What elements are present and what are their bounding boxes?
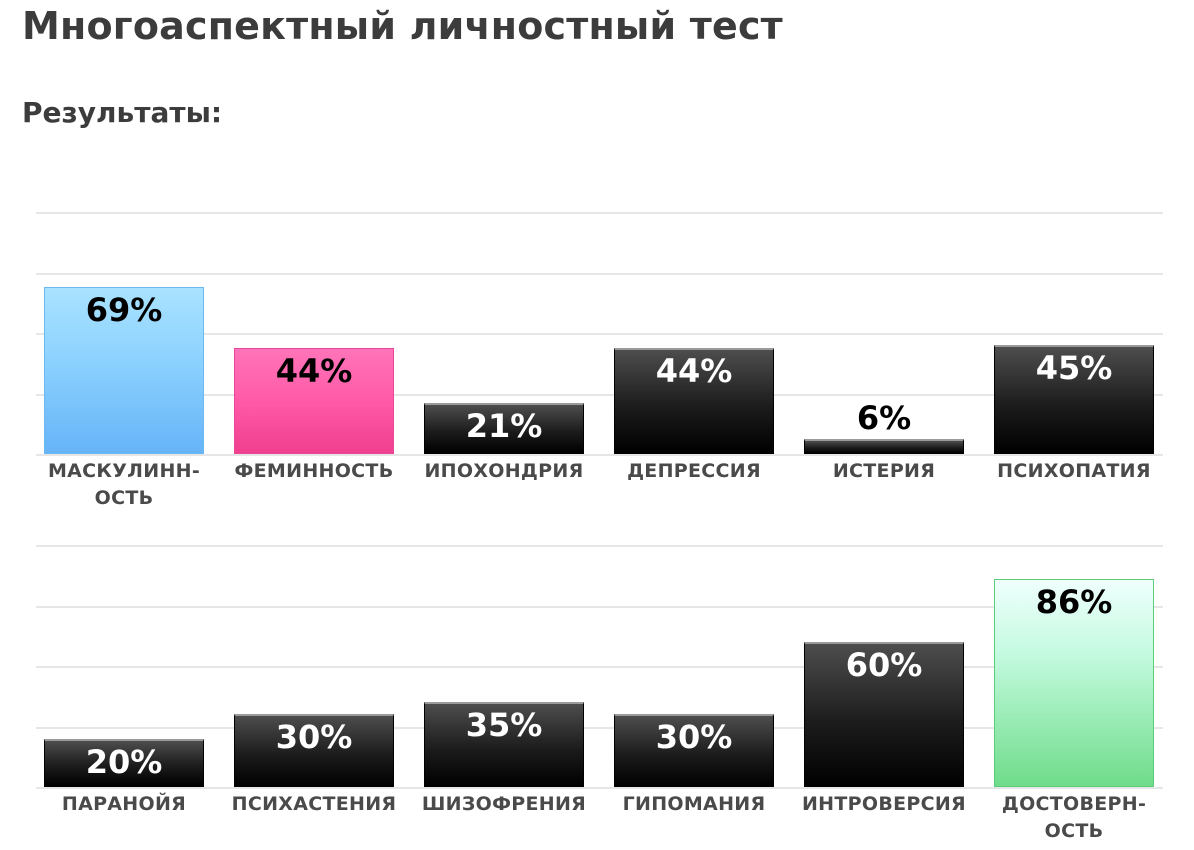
chart-bar xyxy=(614,347,774,454)
category-label: ДЕПРЕССИЯ xyxy=(627,460,761,482)
category-label: ИНТРОВЕРСИЯ xyxy=(801,793,966,815)
bar-value-label: 35% xyxy=(465,706,543,745)
results-chart-top: 69% МАСКУЛИНН- ОСТЬ 44% ФЕМИННОСТЬ 21% ИПОХОНД… xyxy=(36,212,1163,509)
gridline xyxy=(36,545,1163,547)
category-label: ФЕМИННОСТЬ xyxy=(234,460,394,482)
bar-value-label: 6% xyxy=(856,399,912,438)
page-title: Многоаспектный личностный тест xyxy=(22,4,783,48)
bar-value-label: 20% xyxy=(85,742,163,781)
bar-value-label: 30% xyxy=(275,718,353,757)
results-heading: Результаты: xyxy=(22,96,223,129)
gridline xyxy=(36,726,1163,729)
chart-bar xyxy=(234,714,394,787)
chart-bar xyxy=(44,738,204,787)
chart-bar xyxy=(424,702,584,787)
gridline xyxy=(36,393,1163,396)
bar-value-label: 69% xyxy=(85,291,163,330)
chart-bar xyxy=(804,641,964,787)
bar-value-label: 86% xyxy=(1035,582,1113,621)
chart-bar xyxy=(614,714,774,787)
chart-bar xyxy=(804,439,964,454)
category-label: ДОСТОВЕРН- ОСТЬ xyxy=(1001,793,1147,842)
category-label: ИПОХОНДРИЯ xyxy=(424,460,584,482)
chart-bar xyxy=(424,403,584,454)
bar-value-label: 45% xyxy=(1035,349,1113,388)
chart-bar xyxy=(234,347,394,454)
gridline xyxy=(36,212,1163,214)
chart-bar xyxy=(994,578,1154,787)
gridline xyxy=(36,787,1163,789)
gridline xyxy=(36,605,1163,608)
bar-value-label: 30% xyxy=(655,718,733,757)
category-label: ПСИХАСТЕНИЯ xyxy=(231,793,397,815)
bar-value-label: 21% xyxy=(465,407,543,446)
bar-value-label: 44% xyxy=(655,351,733,390)
bar-value-label: 60% xyxy=(845,645,923,684)
category-label: ПАРАНОЙЯ xyxy=(61,793,187,815)
category-label: МАСКУЛИНН- ОСТЬ xyxy=(47,460,201,509)
category-label: ПСИХОПАТИЯ xyxy=(997,460,1151,482)
category-label: ШИЗОФРЕНИЯ xyxy=(421,793,587,815)
category-label: ИСТЕРИЯ xyxy=(832,460,936,482)
gridline xyxy=(36,272,1163,275)
gridline xyxy=(36,454,1163,456)
bar-value-label: 44% xyxy=(275,351,353,390)
gridline xyxy=(36,666,1163,668)
chart-bar xyxy=(44,287,204,454)
chart-bar xyxy=(994,345,1154,454)
category-label: ГИПОМАНИЯ xyxy=(622,793,766,815)
gridline xyxy=(36,333,1163,335)
results-chart-bottom: 20% ПАРАНОЙЯ 30% ПСИХАСТЕНИЯ 35% ШИЗОФРЕНИЯ 30… xyxy=(36,545,1163,842)
